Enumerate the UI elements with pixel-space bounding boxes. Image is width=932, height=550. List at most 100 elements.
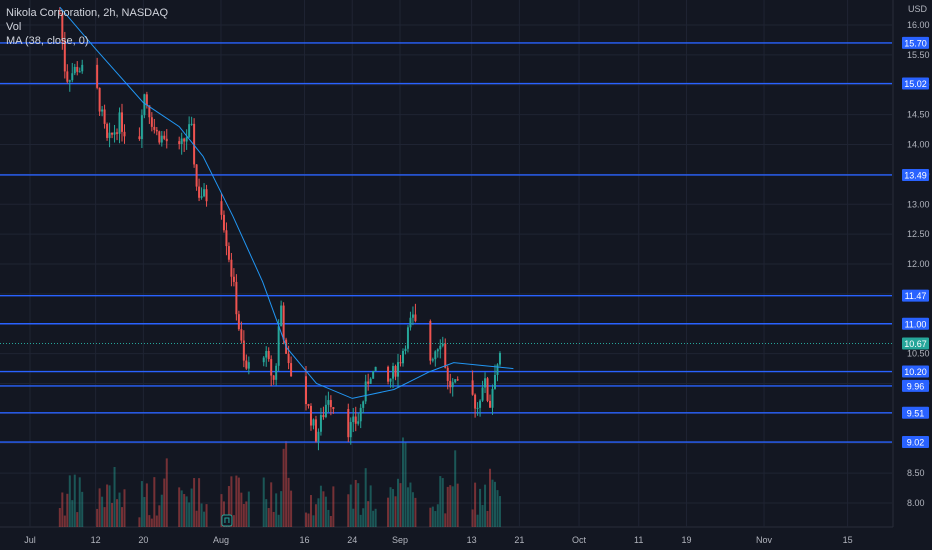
volume-bar bbox=[290, 490, 293, 527]
volume-bar bbox=[309, 495, 312, 527]
volume-bar bbox=[111, 502, 114, 527]
candle-body bbox=[474, 394, 477, 409]
volume-bar bbox=[357, 483, 360, 527]
candle-body bbox=[317, 431, 320, 442]
candle-body bbox=[486, 378, 489, 401]
candle-body bbox=[277, 326, 280, 366]
candle-body bbox=[414, 314, 417, 322]
volume-bar bbox=[389, 487, 392, 527]
candle-body bbox=[235, 281, 238, 315]
level-badge-label: 9.51 bbox=[907, 408, 925, 418]
volume-bar bbox=[195, 510, 198, 527]
volume-bar bbox=[436, 504, 439, 527]
level-badge-label: 15.70 bbox=[904, 38, 927, 48]
volume-bar bbox=[183, 494, 186, 527]
candle-body bbox=[332, 407, 335, 410]
x-tick-label: 13 bbox=[467, 535, 477, 545]
volume-bar bbox=[369, 485, 372, 527]
volume-bar bbox=[496, 490, 499, 527]
volume-bar bbox=[160, 494, 163, 527]
symbol-title[interactable]: Nikola Corporation, 2h, NASDAQ bbox=[6, 7, 169, 19]
volume-bar bbox=[240, 492, 243, 527]
candle-body bbox=[190, 123, 193, 125]
candle-body bbox=[359, 407, 362, 422]
level-badge-label: 9.02 bbox=[907, 438, 925, 448]
candle-body bbox=[265, 351, 268, 358]
candle-body bbox=[158, 131, 161, 143]
level-badge-label: 15.02 bbox=[904, 79, 927, 89]
marker-box[interactable] bbox=[221, 514, 233, 527]
candle-body bbox=[140, 115, 143, 140]
candle-body bbox=[272, 375, 275, 380]
candle-body bbox=[116, 132, 119, 134]
candle-body bbox=[150, 117, 153, 127]
candle-body bbox=[314, 419, 317, 442]
volume-marker-icon[interactable] bbox=[221, 514, 233, 527]
volume-bar bbox=[275, 493, 278, 527]
candle-body bbox=[275, 365, 278, 380]
candle-body bbox=[489, 400, 492, 408]
volume-bar bbox=[272, 511, 275, 527]
volume-bar bbox=[451, 486, 454, 527]
x-tick-label: 15 bbox=[843, 535, 853, 545]
candle-body bbox=[220, 201, 223, 215]
volume-indicator-label[interactable]: Vol bbox=[6, 21, 22, 33]
candle-body bbox=[180, 138, 183, 145]
candle-body bbox=[362, 401, 365, 408]
volume-bar bbox=[429, 507, 432, 527]
candle-body bbox=[225, 230, 228, 247]
volume-bar bbox=[245, 501, 248, 527]
x-tick-label: 21 bbox=[514, 535, 524, 545]
candle-body bbox=[63, 40, 66, 72]
x-tick-label: 12 bbox=[91, 535, 101, 545]
volume-bar bbox=[414, 497, 417, 527]
volume-bar bbox=[277, 514, 280, 527]
candle-body bbox=[96, 64, 99, 88]
volume-bar bbox=[76, 512, 79, 527]
candle-body bbox=[352, 416, 355, 423]
volume-bar bbox=[158, 505, 161, 527]
candle-body bbox=[267, 351, 270, 360]
volume-bar bbox=[123, 489, 126, 527]
candle-body bbox=[165, 138, 168, 142]
volume-bar bbox=[101, 496, 104, 527]
candle-body bbox=[230, 259, 233, 277]
volume-bar bbox=[113, 466, 116, 527]
candle-body bbox=[58, 13, 61, 15]
volume-bar bbox=[81, 491, 84, 527]
volume-bar bbox=[441, 478, 444, 527]
volume-bar bbox=[145, 483, 148, 527]
volume-bar bbox=[364, 468, 367, 527]
horizontal-levels[interactable] bbox=[0, 42, 892, 443]
x-tick-label: Jul bbox=[24, 535, 36, 545]
ma-indicator-label[interactable]: MA (38, close, 0) bbox=[6, 35, 89, 47]
candle-body bbox=[78, 71, 81, 73]
level-badge-label: 11.00 bbox=[905, 319, 927, 329]
candle-body bbox=[498, 353, 501, 365]
candle-body bbox=[322, 415, 325, 418]
time-axis[interactable]: Jul 12 20 Aug 16 24 Sep 13 21 Oct 11 19 Nov 15 bbox=[24, 535, 852, 545]
current-price-label: 10.67 bbox=[904, 339, 927, 349]
candle-body bbox=[106, 123, 109, 138]
volume-bar bbox=[118, 492, 121, 527]
volume-bar bbox=[387, 497, 390, 527]
volume-bar bbox=[220, 494, 223, 527]
volume-bar bbox=[332, 486, 335, 527]
volume-bar bbox=[267, 508, 270, 527]
chart-legend: Nikola Corporation, 2h, NASDAQ Vol MA (3… bbox=[6, 6, 168, 48]
candle-body bbox=[449, 380, 452, 388]
volume-bar bbox=[280, 491, 283, 527]
candle-body bbox=[198, 186, 201, 198]
candle-body bbox=[101, 109, 104, 112]
x-tick-label: 16 bbox=[300, 535, 310, 545]
level-badge bbox=[902, 317, 929, 330]
volume-bar bbox=[327, 509, 330, 527]
candle-body bbox=[287, 353, 290, 364]
level-badge bbox=[902, 289, 929, 302]
level-badge-label: 11.47 bbox=[905, 291, 927, 301]
y-tick-label: 15.50 bbox=[907, 50, 930, 60]
volume-bar bbox=[307, 513, 310, 527]
candle-body bbox=[118, 112, 121, 134]
volume-bar bbox=[143, 497, 146, 527]
